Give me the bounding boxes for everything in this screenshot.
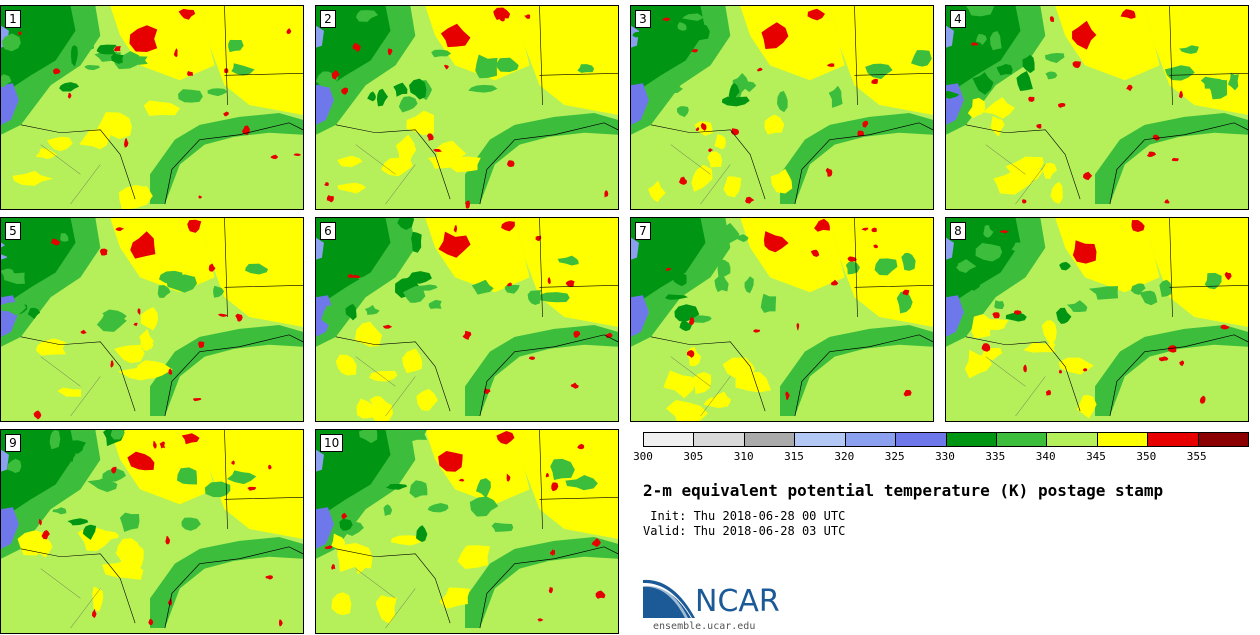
- member-label: 2: [320, 10, 336, 28]
- ensemble-member-map-8: 8: [945, 217, 1249, 422]
- colorbar-tick-label: 340: [1035, 450, 1056, 463]
- valid-time: Valid: Thu 2018-06-28 03 UTC: [643, 524, 846, 538]
- theta-e-field-8: [946, 218, 1248, 419]
- colorbar-tick-label: 325: [884, 450, 905, 463]
- init-time: Init: Thu 2018-06-28 00 UTC: [643, 509, 846, 523]
- colorbar-bin: [995, 433, 1047, 446]
- theta-e-field-4: [946, 6, 1248, 205]
- colorbar-bin: [895, 433, 946, 446]
- ensemble-member-map-2: 2: [315, 5, 619, 210]
- colorbar-tick-label: 305: [683, 450, 704, 463]
- colorbar-bin: [844, 433, 896, 446]
- colorbar: [643, 432, 1249, 447]
- member-label: 7: [635, 222, 651, 240]
- ensemble-member-map-5: 5: [0, 217, 304, 422]
- theta-e-field-3: [631, 6, 933, 205]
- ncar-logo-icon: [643, 579, 695, 618]
- colorbar-tick-label: 350: [1136, 450, 1157, 463]
- theta-e-field-10: [316, 430, 618, 629]
- ensemble-member-map-10: 10: [315, 429, 619, 634]
- colorbar-bin: [1046, 433, 1097, 446]
- colorbar-bin: [743, 433, 795, 446]
- member-label: 3: [635, 10, 651, 28]
- ensemble-member-map-1: 1: [0, 5, 304, 210]
- theta-e-field-7: [631, 218, 933, 421]
- colorbar-tick-label: 320: [834, 450, 855, 463]
- theta-e-field-2: [316, 6, 618, 209]
- member-label: 5: [5, 222, 21, 240]
- colorbar-tick-label: 315: [784, 450, 804, 463]
- colorbar-bin: [1096, 433, 1148, 446]
- logo-text: NCAR: [695, 584, 780, 619]
- member-label: 10: [320, 434, 344, 452]
- theta-e-field-6: [316, 218, 618, 421]
- member-label: 9: [5, 434, 21, 452]
- member-label: 1: [5, 10, 21, 28]
- colorbar-tick-label: 355: [1186, 450, 1207, 463]
- colorbar-bin: [1147, 433, 1198, 446]
- colorbar-tick-label: 335: [985, 450, 1006, 463]
- colorbar-ticks: 300 305 310 315 320 325 330 335 340 345 350 355: [633, 450, 1247, 466]
- colorbar-tick-label: 300: [633, 450, 653, 463]
- ensemble-member-map-9: 9: [0, 429, 304, 634]
- colorbar-bin: [1197, 433, 1249, 446]
- member-label: 6: [320, 222, 336, 240]
- colorbar-bin: [794, 433, 845, 446]
- website-url[interactable]: ensemble.ucar.edu: [653, 621, 756, 632]
- member-label: 8: [950, 222, 966, 240]
- colorbar-tick-label: 330: [935, 450, 955, 463]
- ensemble-member-map-3: 3: [630, 5, 934, 210]
- theta-e-field-9: [1, 430, 303, 629]
- colorbar-tick-label: 310: [733, 450, 754, 463]
- colorbar-bin: [644, 433, 694, 446]
- colorbar-bin: [693, 433, 744, 446]
- chart-title: 2-m equivalent potential temperature (K)…: [643, 481, 1164, 500]
- theta-e-field-1: [1, 6, 303, 209]
- ensemble-member-map-7: 7: [630, 217, 934, 422]
- member-label: 4: [950, 10, 966, 28]
- colorbar-bin: [945, 433, 996, 446]
- ensemble-member-map-6: 6: [315, 217, 619, 422]
- ensemble-member-map-4: 4: [945, 5, 1249, 210]
- theta-e-field-5: [1, 218, 303, 420]
- colorbar-tick-label: 345: [1086, 450, 1106, 463]
